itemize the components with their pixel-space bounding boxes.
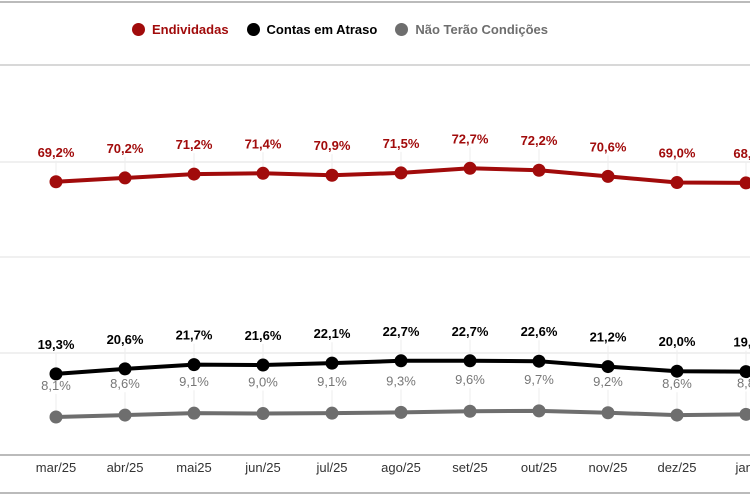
legend-label: Não Terão Condições (415, 22, 549, 37)
legend-label: Contas em Atraso (266, 22, 378, 37)
data-label: 70,6% (590, 139, 627, 154)
data-point (49, 175, 63, 189)
x-tick-label: nov/25 (588, 460, 627, 475)
data-label: 22,7% (383, 324, 420, 339)
legend-item[interactable]: Endividadas (131, 22, 229, 37)
data-label: 9,2% (593, 374, 623, 389)
data-point (670, 364, 684, 378)
legend-item[interactable]: Não Terão Condições (395, 22, 548, 37)
x-tick-label: abr/25 (107, 460, 144, 475)
data-label: 70,9% (314, 138, 351, 153)
legend-marker-icon (131, 23, 145, 36)
data-point (394, 354, 408, 368)
data-point (670, 408, 684, 422)
data-point (325, 406, 339, 420)
data-label: 69,0% (659, 146, 696, 161)
data-label: 8,1% (41, 378, 71, 393)
data-label: 72,2% (521, 133, 558, 148)
data-point (256, 166, 270, 180)
x-tick-label: jun/25 (244, 460, 280, 475)
x-tick-label: ago/25 (381, 460, 421, 475)
data-label: 19,3% (38, 337, 75, 352)
data-point (463, 161, 477, 175)
data-label: 70,2% (107, 141, 144, 156)
data-point (49, 367, 63, 381)
data-label: 71,5% (383, 136, 420, 151)
data-point (601, 406, 615, 420)
legend-marker-icon (395, 23, 409, 36)
data-point (739, 365, 750, 379)
data-label: 22,1% (314, 326, 351, 341)
data-point (601, 360, 615, 374)
data-point (601, 169, 615, 183)
data-point (325, 356, 339, 370)
data-label: 9,7% (524, 372, 554, 387)
data-point (463, 404, 477, 418)
data-label: 20,6% (107, 332, 144, 347)
x-tick-label: dez/25 (657, 460, 696, 475)
data-label: 22,7% (452, 324, 489, 339)
legend-marker-icon (246, 23, 260, 36)
data-point (187, 358, 201, 372)
data-label: 21,6% (245, 328, 282, 343)
data-point (394, 405, 408, 419)
legend-item[interactable]: Contas em Atraso (246, 22, 378, 37)
data-label: 8,6% (662, 376, 692, 391)
x-tick-label: jan/ (735, 460, 750, 475)
data-point (256, 358, 270, 372)
data-point (532, 354, 546, 368)
data-label: 71,4% (245, 136, 282, 151)
data-point (394, 166, 408, 180)
data-point (49, 410, 63, 424)
data-point (187, 406, 201, 420)
data-label: 9,0% (248, 375, 278, 390)
data-label: 71,2% (176, 137, 213, 152)
data-point (256, 407, 270, 421)
data-point (118, 171, 132, 185)
data-label: 19,9 (733, 335, 750, 350)
data-label: 21,2% (590, 330, 627, 345)
data-label: 69,2% (38, 145, 75, 160)
data-point (532, 163, 546, 177)
data-point (325, 168, 339, 182)
x-tick-label: out/25 (521, 460, 557, 475)
data-label: 8,6% (110, 376, 140, 391)
data-point (532, 404, 546, 418)
data-point (739, 176, 750, 190)
data-label: 22,6% (521, 324, 558, 339)
data-point (670, 176, 684, 190)
x-tick-label: jul/25 (315, 460, 347, 475)
data-label: 9,3% (386, 373, 416, 388)
data-label: 21,7% (176, 328, 213, 343)
data-label: 8,8 (737, 375, 750, 390)
data-label: 9,1% (179, 374, 209, 389)
x-tick-label: set/25 (452, 460, 487, 475)
data-label: 72,7% (452, 131, 489, 146)
data-label: 20,0% (659, 334, 696, 349)
legend: Endividadas Contas em Atraso Não Terão Con… (0, 22, 715, 37)
data-point (463, 354, 477, 368)
data-label: 9,6% (455, 372, 485, 387)
data-label: 9,1% (317, 374, 347, 389)
x-tick-label: mai25 (176, 460, 211, 475)
legend-label: Endividadas (151, 22, 229, 37)
data-point (118, 362, 132, 376)
data-label: 68,9 (733, 146, 750, 161)
data-point (739, 407, 750, 421)
data-point (187, 167, 201, 181)
x-tick-label: mar/25 (36, 460, 76, 475)
data-point (118, 408, 132, 422)
